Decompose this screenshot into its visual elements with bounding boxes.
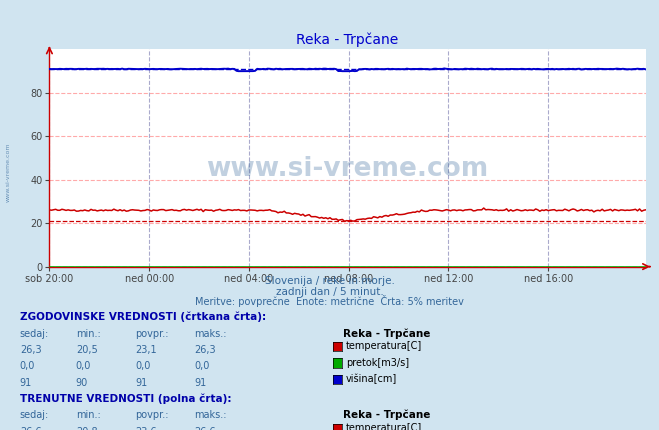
Text: 0,0: 0,0: [76, 361, 91, 372]
Text: 91: 91: [20, 378, 32, 388]
Text: min.:: min.:: [76, 410, 101, 421]
Text: 0,0: 0,0: [20, 361, 35, 372]
Text: 20,5: 20,5: [76, 345, 98, 355]
Text: 20,8: 20,8: [76, 427, 98, 430]
Text: temperatura[C]: temperatura[C]: [346, 341, 422, 351]
Text: višina[cm]: višina[cm]: [346, 374, 397, 384]
Text: 0,0: 0,0: [194, 361, 210, 372]
Text: Meritve: povprečne  Enote: metrične  Črta: 5% meritev: Meritve: povprečne Enote: metrične Črta:…: [195, 295, 464, 307]
Text: 26,3: 26,3: [20, 345, 42, 355]
Text: maks.:: maks.:: [194, 329, 227, 339]
Text: 91: 91: [194, 378, 207, 388]
Text: temperatura[C]: temperatura[C]: [346, 423, 422, 430]
Text: min.:: min.:: [76, 329, 101, 339]
Text: 23,1: 23,1: [135, 345, 157, 355]
Text: ZGODOVINSKE VREDNOSTI (črtkana črta):: ZGODOVINSKE VREDNOSTI (črtkana črta):: [20, 312, 266, 322]
Text: TRENUTNE VREDNOSTI (polna črta):: TRENUTNE VREDNOSTI (polna črta):: [20, 393, 231, 404]
Text: povpr.:: povpr.:: [135, 410, 169, 421]
Text: sedaj:: sedaj:: [20, 410, 49, 421]
Title: Reka - Trpčane: Reka - Trpčane: [297, 32, 399, 47]
Text: 26,6: 26,6: [20, 427, 42, 430]
Text: Reka - Trpčane: Reka - Trpčane: [343, 328, 430, 339]
Text: 90: 90: [76, 378, 88, 388]
Text: zadnji dan / 5 minut.: zadnji dan / 5 minut.: [275, 286, 384, 297]
Text: www.si-vreme.com: www.si-vreme.com: [6, 142, 11, 202]
Text: maks.:: maks.:: [194, 410, 227, 421]
Text: www.si-vreme.com: www.si-vreme.com: [206, 156, 489, 182]
Text: sedaj:: sedaj:: [20, 329, 49, 339]
Text: 91: 91: [135, 378, 148, 388]
Text: 23,6: 23,6: [135, 427, 157, 430]
Text: pretok[m3/s]: pretok[m3/s]: [346, 358, 409, 368]
Text: 0,0: 0,0: [135, 361, 150, 372]
Text: Reka - Trpčane: Reka - Trpčane: [343, 410, 430, 421]
Text: 26,6: 26,6: [194, 427, 216, 430]
Text: Slovenija / reke in morje.: Slovenija / reke in morje.: [264, 276, 395, 286]
Text: povpr.:: povpr.:: [135, 329, 169, 339]
Text: 26,3: 26,3: [194, 345, 216, 355]
